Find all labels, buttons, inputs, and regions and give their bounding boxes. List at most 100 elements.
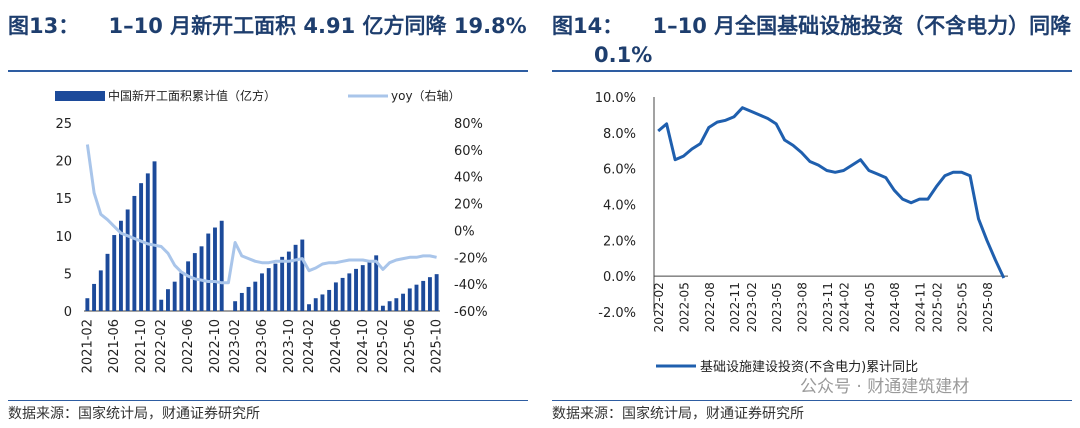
y-tick-label: 0.0% — [603, 270, 636, 285]
bar — [387, 301, 392, 311]
y-tick-label: 2.0% — [603, 234, 636, 249]
right-y-tick-label: 80% — [454, 117, 483, 132]
bar — [347, 273, 352, 311]
x-tick-label: 2023-11 — [821, 282, 835, 332]
bar — [380, 305, 385, 311]
bar — [172, 281, 177, 311]
right-y-tick-label: 40% — [454, 171, 483, 186]
bar — [219, 220, 224, 311]
bar — [112, 235, 117, 311]
y-tick-label: 6.0% — [603, 163, 636, 178]
bar — [401, 293, 406, 311]
bar — [246, 286, 251, 311]
right-y-tick-label: -60% — [454, 305, 488, 320]
yoy-line — [85, 144, 437, 285]
bar — [286, 251, 291, 311]
bar — [152, 161, 157, 311]
bar — [327, 289, 332, 311]
x-tick-label: 2022-02 — [652, 282, 666, 332]
x-tick-label: 2025-05 — [956, 282, 970, 332]
x-tick-label: 2024-06 — [329, 319, 344, 373]
left-source-note: 数据来源：国家统计局，财通证券研究所 — [8, 406, 260, 422]
x-tick-label: 2025-06 — [403, 319, 418, 373]
bar — [360, 265, 365, 311]
x-tick-label: 2023-05 — [770, 282, 784, 332]
right-chart-title-cont: 0.1% — [594, 43, 653, 67]
x-tick-label: 2025-08 — [981, 282, 995, 332]
bar — [367, 260, 372, 311]
x-tick-label: 2024-02 — [302, 319, 317, 373]
legend-bar-label: 中国新开工面积累计值（亿方） — [108, 88, 276, 103]
bar — [407, 288, 412, 311]
x-tick-label: 2022-06 — [181, 319, 196, 373]
legend-label: 基础设施建设投资(不含电力)累计同比 — [700, 359, 918, 375]
x-tick-label: 2023-02 — [228, 319, 243, 373]
bar — [118, 220, 123, 311]
right-bottom-rule — [552, 400, 1072, 401]
x-tick-label: 2023-06 — [255, 319, 270, 373]
x-tick-label: 2024-05 — [863, 282, 877, 332]
bar — [92, 283, 97, 311]
x-tick-label: 2023-02 — [745, 282, 759, 332]
bar — [213, 227, 217, 311]
bar — [340, 277, 345, 311]
x-tick-label: 2025-10 — [430, 319, 445, 373]
bar — [333, 282, 338, 311]
watermark: 公众号 · 财通建筑建材 — [800, 377, 970, 397]
bar — [139, 183, 144, 311]
x-tick-label: 2021-02 — [80, 319, 95, 373]
infra-yoy-line — [657, 106, 1006, 279]
right-source-note: 数据来源：国家统计局，财通证券研究所 — [552, 406, 804, 422]
bar — [105, 253, 110, 311]
bar — [166, 289, 170, 311]
right-chart-title: 图14： 1–10 月全国基础设施投资（不含电力）同降 — [552, 14, 1072, 38]
x-tick-label: 2023-08 — [796, 282, 810, 332]
bar — [260, 273, 264, 311]
infrastructure-investment-chart: -2.0% 0.0% 2.0% 4.0% 6.0% 8.0% 10.0% 2022-02 202… — [595, 91, 1008, 375]
right-y-tick-label: -40% — [454, 278, 488, 293]
left-y-tick-label: 0 — [64, 305, 72, 320]
y-tick-label: -2.0% — [598, 306, 636, 321]
left-y-tick-label: 15 — [55, 192, 72, 207]
bar — [206, 233, 211, 311]
y-tick-label: 10.0% — [595, 91, 636, 106]
bar — [253, 281, 258, 311]
bar — [293, 244, 298, 311]
left-y-tick-label: 10 — [55, 230, 72, 245]
bar — [434, 274, 439, 311]
bar — [98, 270, 103, 311]
legend-yoy-label: yoy（右轴） — [391, 88, 461, 103]
bar — [273, 263, 278, 311]
bar — [186, 261, 191, 311]
right-y-tick-label: 0% — [454, 224, 475, 239]
bar — [320, 294, 325, 311]
right-title-rule — [552, 70, 1072, 72]
bar — [307, 304, 311, 311]
y-tick-label: 8.0% — [603, 127, 636, 142]
bar — [427, 277, 432, 311]
legend-bar-swatch — [55, 91, 105, 101]
bar — [192, 253, 197, 311]
x-tick-label: 2022-11 — [728, 282, 742, 332]
bar — [125, 209, 130, 311]
x-tick-label: 2024-10 — [356, 319, 371, 373]
x-tick-label: 2024-08 — [888, 282, 902, 332]
bar — [159, 299, 164, 311]
bar — [179, 272, 184, 311]
left-bottom-rule — [8, 400, 528, 401]
right-y-tick-label: -20% — [454, 251, 488, 266]
bar — [280, 256, 285, 311]
bar — [239, 292, 244, 311]
left-chart-title: 图13： 1–10 月新开工面积 4.91 亿方同降 19.8% — [8, 14, 527, 38]
bar — [233, 301, 238, 311]
bar — [414, 284, 419, 311]
bar — [266, 268, 271, 311]
x-tick-label: 2022-02 — [154, 319, 169, 373]
bar — [85, 298, 90, 311]
bar — [394, 298, 399, 311]
left-y-tick-label: 20 — [55, 155, 72, 170]
bar — [132, 195, 137, 311]
right-y-tick-label: 60% — [454, 144, 483, 159]
bar — [145, 173, 150, 311]
left-y-tick-label: 25 — [55, 117, 72, 132]
